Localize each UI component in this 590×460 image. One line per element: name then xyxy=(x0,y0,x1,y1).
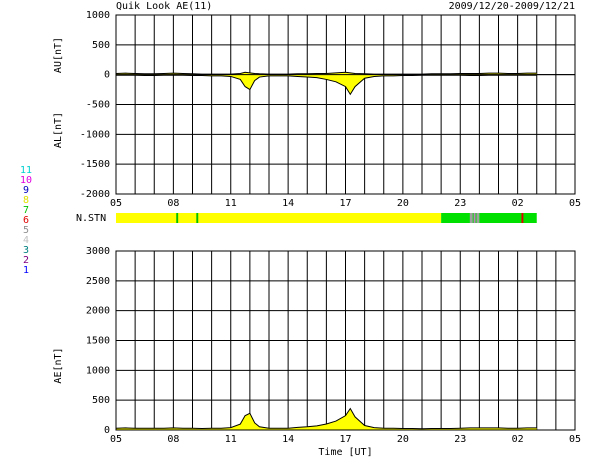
x-tick-label: 23 xyxy=(454,434,466,445)
x-tick-label: 08 xyxy=(167,434,179,445)
y-tick-label: 2000 xyxy=(86,306,110,317)
station-legend-entry: 9 xyxy=(23,185,29,196)
station-segment xyxy=(476,213,480,223)
x-tick-label: 14 xyxy=(282,434,294,445)
x-tick-label: 08 xyxy=(167,198,179,209)
plot-frame xyxy=(115,250,576,431)
x-tick-label: 02 xyxy=(512,198,524,209)
x-tick-label: 20 xyxy=(397,434,409,445)
y-tick-label: 0 xyxy=(104,425,110,436)
x-tick-label: 17 xyxy=(339,198,351,209)
station-segment xyxy=(521,213,524,223)
station-legend-entry: 10 xyxy=(20,175,32,186)
x-tick-label: 11 xyxy=(225,198,237,209)
y-tick-label: 0 xyxy=(104,70,110,81)
station-legend-entry: 6 xyxy=(23,215,29,226)
x-tick-label: 17 xyxy=(339,434,351,445)
series-line xyxy=(115,407,537,430)
y-tick-label: 3000 xyxy=(86,246,110,257)
x-tick-label: 05 xyxy=(569,198,581,209)
station-legend-entry: 5 xyxy=(23,225,29,236)
plot-frame xyxy=(115,14,576,195)
x-axis-label: Time [UT] xyxy=(318,447,372,458)
x-tick-label: 05 xyxy=(110,198,122,209)
x-tick-label: 05 xyxy=(110,434,122,445)
y-axis-label: AU[nT] xyxy=(53,37,64,73)
station-segment xyxy=(473,213,476,223)
y-tick-label: 1500 xyxy=(86,336,110,347)
y-tick-label: 1000 xyxy=(86,365,110,376)
y-tick-label: -1500 xyxy=(80,159,110,170)
y-tick-label: -1000 xyxy=(80,129,110,140)
station-legend-entry: 1 xyxy=(23,265,29,276)
x-tick-label: 14 xyxy=(282,198,294,209)
series-line xyxy=(116,74,537,96)
x-tick-label: 20 xyxy=(397,198,409,209)
title: Quik Look AE(11) xyxy=(116,1,212,12)
area-fill xyxy=(116,408,537,430)
station-segment xyxy=(469,213,473,223)
y-tick-label: -2000 xyxy=(80,189,110,200)
y-tick-label: 2500 xyxy=(86,276,110,287)
series-line xyxy=(115,71,537,75)
station-legend-entry: 3 xyxy=(23,245,29,256)
station-legend-entry: 8 xyxy=(23,195,29,206)
y-tick-label: 500 xyxy=(92,40,110,51)
date-range: 2009/12/20-2009/12/21 xyxy=(449,1,575,12)
y-axis-label: AL[nT] xyxy=(53,112,64,148)
station-legend-entry: 7 xyxy=(23,205,29,216)
station-legend-entry: 2 xyxy=(23,255,29,266)
station-segment xyxy=(176,213,179,223)
x-tick-label: 23 xyxy=(454,198,466,209)
x-tick-label: 05 xyxy=(569,434,581,445)
y-tick-label: 500 xyxy=(92,395,110,406)
station-segment xyxy=(116,213,442,223)
y-axis-label: AE[nT] xyxy=(53,347,64,383)
station-segment xyxy=(441,213,537,223)
station-legend-entry: 4 xyxy=(23,235,29,246)
x-tick-label: 02 xyxy=(512,434,524,445)
station-bar-label: N.STN xyxy=(76,213,106,224)
x-tick-label: 11 xyxy=(225,434,237,445)
station-legend-entry: 11 xyxy=(20,165,32,176)
y-tick-label: -500 xyxy=(86,100,110,111)
y-tick-label: 1000 xyxy=(86,10,110,21)
station-segment xyxy=(196,213,199,223)
area-fill xyxy=(116,74,537,95)
